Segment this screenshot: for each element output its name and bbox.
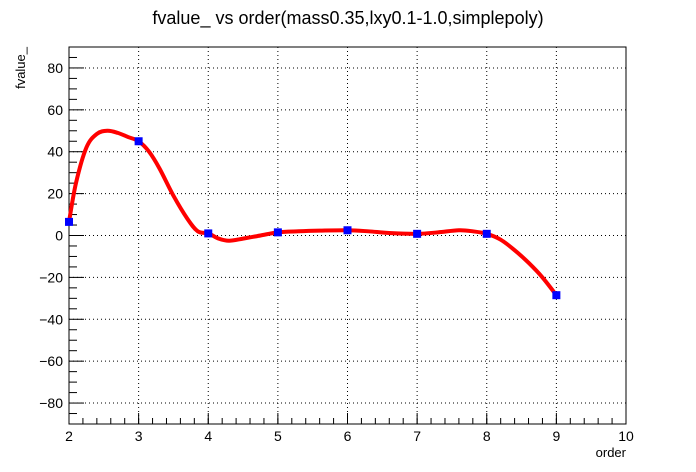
data-point bbox=[482, 229, 491, 238]
data-point bbox=[134, 137, 143, 146]
y-axis-title: fvalue_ bbox=[13, 46, 28, 89]
y-tick-labels: −80 −60 −40 −20 0 20 40 60 80 bbox=[39, 60, 63, 411]
grid bbox=[69, 47, 626, 424]
x-tick-label: 5 bbox=[274, 428, 282, 444]
chart-title: fvalue_ vs order(mass0.35,lxy0.1-1.0,sim… bbox=[152, 8, 543, 29]
axis-ticks bbox=[68, 46, 627, 425]
y-tick-label: −60 bbox=[39, 353, 63, 369]
y-tick-label: 40 bbox=[47, 144, 63, 160]
x-tick-label: 6 bbox=[344, 428, 352, 444]
x-tick-label: 2 bbox=[65, 428, 73, 444]
x-tick-label: 9 bbox=[552, 428, 560, 444]
y-tick-label: 60 bbox=[47, 102, 63, 118]
x-tick-label: 7 bbox=[413, 428, 421, 444]
y-tick-label: −80 bbox=[39, 395, 63, 411]
data-point bbox=[343, 226, 352, 235]
y-tick-label: −40 bbox=[39, 311, 63, 327]
x-tick-label: 3 bbox=[135, 428, 143, 444]
points-layer bbox=[65, 137, 561, 300]
curve-layer bbox=[67, 128, 559, 298]
x-tick-label: 8 bbox=[483, 428, 491, 444]
data-point bbox=[552, 291, 561, 300]
y-tick-label: 0 bbox=[55, 228, 63, 244]
x-tick-labels: 2 3 4 5 6 7 8 9 10 bbox=[65, 428, 634, 444]
interpolation-curve bbox=[67, 128, 559, 298]
y-tick-label: 20 bbox=[47, 186, 63, 202]
data-point bbox=[204, 229, 213, 238]
x-tick-label: 4 bbox=[204, 428, 212, 444]
y-tick-label: −20 bbox=[39, 269, 63, 285]
data-point bbox=[273, 228, 282, 237]
x-axis-title: order bbox=[596, 445, 627, 460]
data-point bbox=[413, 229, 422, 238]
data-point bbox=[65, 217, 73, 226]
x-tick-label: 10 bbox=[618, 428, 634, 444]
y-tick-label: 80 bbox=[47, 60, 63, 76]
